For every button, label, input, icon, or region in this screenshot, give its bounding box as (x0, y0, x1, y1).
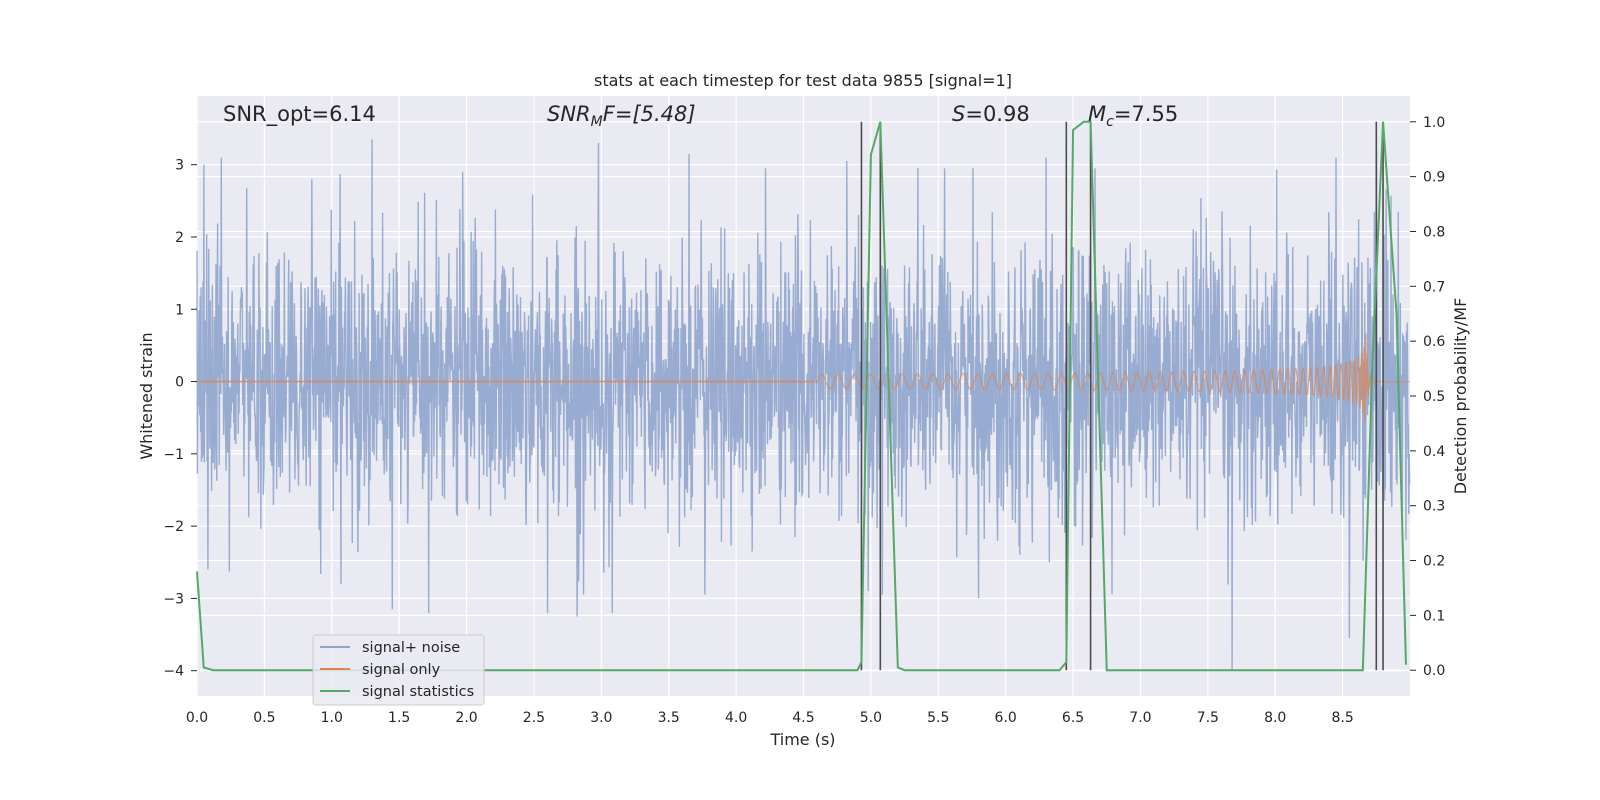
y2-tick-label-10: 0.0 (1423, 663, 1445, 679)
y-tick-label-6: −3 (163, 591, 184, 607)
x-tick-label-8: 4.0 (725, 710, 747, 726)
x-tick-label-3: 1.5 (388, 710, 410, 726)
annotation-snr-opt: SNR_opt=6.14 (223, 102, 376, 127)
legend-label-signal-statistics: signal statistics (362, 684, 474, 700)
y2-tick-label-7: 0.3 (1423, 499, 1445, 515)
x-tick-label-11: 5.5 (927, 710, 949, 726)
snr-mf-sub: M (591, 114, 603, 130)
y-tick-label-2: 1 (175, 302, 184, 318)
y2-tick-label-8: 0.2 (1423, 554, 1445, 570)
signal-chirp (816, 333, 1410, 422)
statistics-line (196, 120, 1407, 672)
snr-mf-main: SNR (547, 102, 591, 126)
chart-title: stats at each timestep for test data 985… (594, 71, 1012, 90)
y2-tick-label-9: 0.1 (1423, 608, 1445, 624)
x-tick-label-12: 6.0 (995, 710, 1017, 726)
x-tick-label-7: 3.5 (658, 710, 680, 726)
y-tick-label-3: 0 (175, 375, 184, 391)
annotation-s: S=0.98 (952, 102, 1030, 126)
y-axis-label: Whitened strain (137, 332, 156, 459)
annotation-mc: Mc=7.55 (1088, 102, 1178, 130)
y2-tick-label-2: 0.8 (1423, 224, 1445, 240)
s-rest: =0.98 (965, 102, 1029, 126)
y-tick-label-1: 2 (175, 230, 184, 246)
x-tick-label-16: 8.0 (1264, 710, 1286, 726)
y2-tick-label-4: 0.6 (1423, 334, 1445, 350)
y-tick-label-7: −4 (163, 664, 184, 680)
y2-tick-label-5: 0.5 (1423, 389, 1445, 405)
x-tick-label-15: 7.5 (1197, 710, 1219, 726)
x-tick-label-1: 0.5 (253, 710, 275, 726)
y-tick-label-0: 3 (175, 158, 184, 174)
y2-tick-label-6: 0.4 (1423, 444, 1445, 460)
x-tick-label-13: 6.5 (1062, 710, 1084, 726)
y-tick-label-4: −1 (163, 447, 184, 463)
y2-axis-ticks: 1.0 0.9 0.8 0.7 0.6 0.5 0.4 0.3 0.2 0.1 0.0 (1410, 115, 1445, 679)
x-tick-label-10: 5.0 (860, 710, 882, 726)
y2-tick-label-3: 0.7 (1423, 279, 1445, 295)
mc-var: M (1088, 102, 1106, 126)
x-tick-label-9: 4.5 (792, 710, 814, 726)
y2-tick-label-0: 1.0 (1423, 115, 1445, 131)
y2-tick-label-1: 0.9 (1423, 170, 1445, 186)
x-axis-label: Time (s) (769, 730, 835, 749)
detection-vertical-lines (860, 121, 1384, 671)
mc-rest: =7.55 (1114, 102, 1178, 126)
y2-axis-label: Detection probability/MF (1451, 298, 1470, 495)
series-signal-statistics (196, 120, 1407, 672)
legend-label-signal-only: signal only (362, 662, 441, 678)
x-tick-label-4: 2.0 (455, 710, 477, 726)
y-tick-label-5: −2 (163, 519, 184, 535)
legend-box (312, 634, 485, 706)
s-var: S (952, 102, 965, 126)
mc-sub: c (1106, 114, 1114, 130)
x-tick-label-6: 3.0 (590, 710, 612, 726)
x-tick-label-5: 2.5 (523, 710, 545, 726)
snr-mf-rest: F=[5.48] (603, 102, 696, 126)
y-axis-ticks: 3 2 1 0 −1 −2 −3 −4 (163, 158, 197, 680)
legend: signal+ noise signal only signal statist… (312, 634, 485, 706)
series-signal-only (197, 333, 1410, 422)
x-tick-label-17: 8.5 (1331, 710, 1353, 726)
x-tick-label-2: 1.0 (321, 710, 343, 726)
annotation-snr-mf: SNRMF=[5.48] (547, 102, 696, 130)
legend-label-signal-plus-noise: signal+ noise (362, 640, 460, 656)
x-axis-ticks: 0.0 0.5 1.0 1.5 2.0 2.5 3.0 3.5 4.0 4.5 5.0 5.5 6.0 6… (186, 710, 1354, 726)
x-tick-label-0: 0.0 (186, 710, 208, 726)
x-tick-label-14: 7.0 (1129, 710, 1151, 726)
